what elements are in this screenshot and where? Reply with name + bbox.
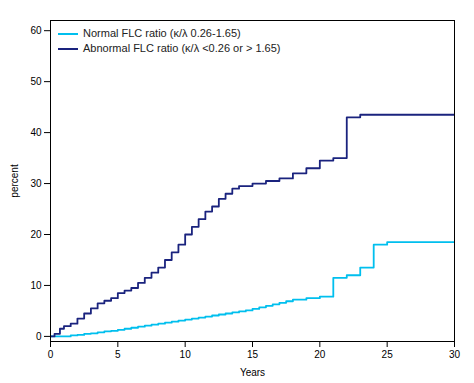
svg-text:10: 10 [30,280,42,291]
html-text:Abnormal FLC ratio (κ/λ <0.26: Abnormal FLC ratio (κ/λ <0.26 or > 1.65) [83,42,281,54]
svg-text:30: 30 [30,178,42,189]
svg-text:0: 0 [48,349,54,360]
html-text:Normal FLC ratio (κ/λ 0.26-1.6: Normal FLC ratio (κ/λ 0.26-1.65) [83,27,241,39]
svg-text:15: 15 [247,349,259,360]
svg-text:40: 40 [30,127,42,138]
svg-text:60: 60 [30,25,42,36]
svg-text:10: 10 [180,349,192,360]
svg-text:percent: percent [9,164,20,198]
svg-text:20: 20 [314,349,326,360]
svg-text:25: 25 [382,349,394,360]
svg-text:Years: Years [240,367,265,378]
svg-text:5: 5 [115,349,121,360]
svg-text:50: 50 [30,76,42,87]
svg-text:0: 0 [36,331,42,342]
svg-text:20: 20 [30,229,42,240]
svg-text:30: 30 [449,349,461,360]
